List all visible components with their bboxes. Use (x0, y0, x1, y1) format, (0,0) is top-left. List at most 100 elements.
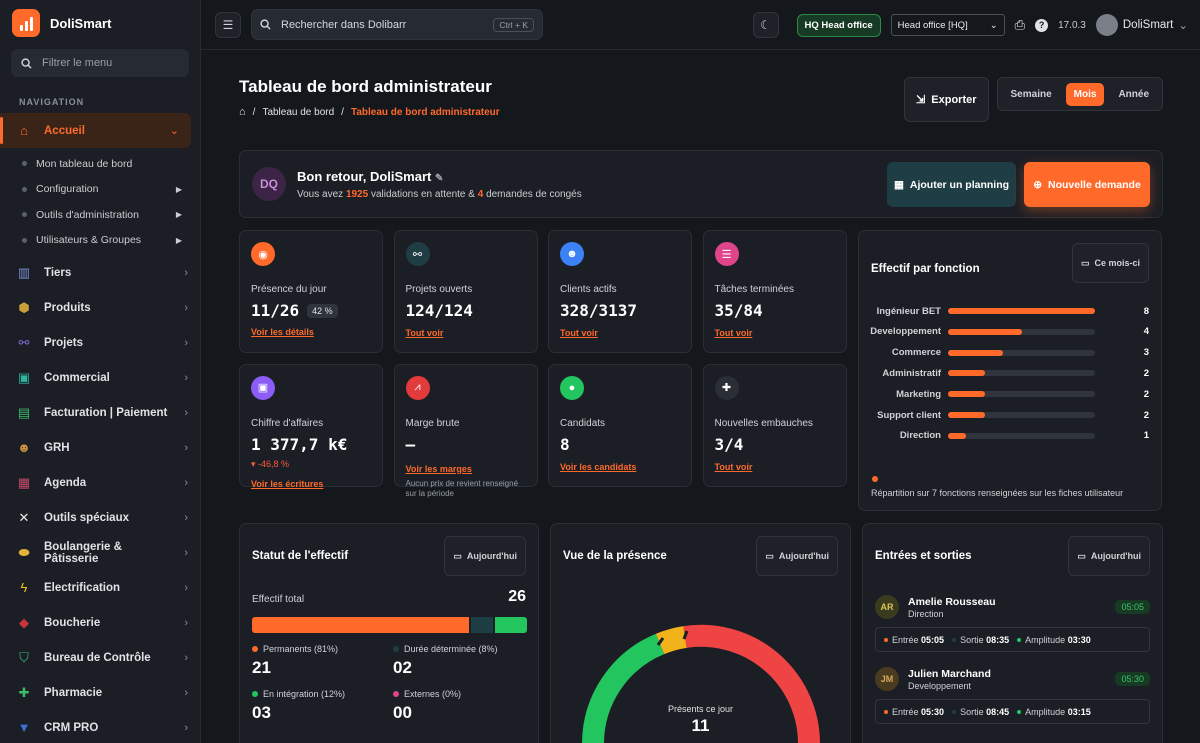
bar (948, 328, 1022, 335)
period-year[interactable]: Année (1118, 88, 1149, 100)
export-label: Exporter (931, 93, 977, 106)
sidebar-item-projets[interactable]: ⚯ Projets › (0, 325, 200, 360)
kpi-value: – (406, 435, 526, 454)
sidebar-item-produits[interactable]: ⬢ Produits › (0, 290, 200, 325)
sidebar-item-facturation-paiement[interactable]: ▤ Facturation | Paiement › (0, 395, 200, 430)
sidebar-item-commercial[interactable]: ▣ Commercial › (0, 360, 200, 395)
new-request-button[interactable]: ⊕ Nouvelle demande (1024, 162, 1150, 207)
statut-legend: En intégration (12%) (252, 689, 345, 699)
sidebar-subitem[interactable]: Utilisateurs & Groupes ▶ (0, 228, 200, 254)
bar-label: Commerce (891, 347, 941, 359)
bar-label: Marketing (896, 388, 941, 400)
pencil-icon[interactable]: ✎ (434, 172, 444, 184)
chevron-right-icon: › (184, 616, 188, 629)
attendance-row[interactable]: JM Julien Marchand Developpement 05:30 Entré… (875, 667, 1150, 731)
export-button[interactable]: ⇲ Exporter (904, 77, 989, 122)
brand[interactable]: DoliSmart (0, 0, 200, 46)
legend-label: Permanents (81%) (263, 644, 339, 654)
time-badge: 05:05 (1115, 600, 1150, 614)
help-icon[interactable]: ? (1035, 18, 1049, 32)
avatar: JM (875, 667, 899, 691)
detail-label: Sortie (960, 634, 984, 645)
bar-value: 2 (1143, 388, 1149, 400)
kpi-link[interactable]: Voir les marges (405, 463, 472, 474)
pending-leaves: 4 (477, 188, 484, 200)
user-name: DoliSmart (1122, 19, 1174, 31)
menu-toggle-button[interactable]: ☰ (215, 11, 241, 38)
kpi-link[interactable]: Tout voir (714, 328, 753, 338)
kpi-link[interactable]: Tout voir (405, 328, 444, 338)
kpi-value-text: 35/84 (714, 301, 763, 320)
wallet-icon: ▣ (251, 375, 275, 400)
bolt-icon: ϟ (20, 580, 28, 595)
statut-bar (252, 617, 527, 633)
period-switcher: Semaine Mois Année (996, 77, 1163, 111)
detail-entree: Entrée 05:30 (884, 707, 944, 717)
legend-dot (252, 646, 258, 652)
sidebar-item-outils-sp-ciaux[interactable]: ✕ Outils spéciaux › (0, 500, 200, 535)
sidebar-subitem[interactable]: Outils d'administration ▶ (0, 202, 200, 228)
user-menu[interactable]: DoliSmart ⌄ (1095, 14, 1188, 36)
sidebar-item-boucherie[interactable]: ◆ Boucherie › (0, 605, 200, 640)
legend-label: Durée déterminée (8%) (404, 644, 498, 654)
add-planning-button[interactable]: ▦ Ajouter un planning (887, 162, 1016, 207)
statut-legend: Permanents (81%) (252, 644, 338, 654)
bread-icon: ⬬ (18, 544, 30, 560)
sidebar-subitem[interactable]: Mon tableau de bord (0, 151, 200, 177)
entrees-period-button[interactable]: ▭ Aujourd'hui (1068, 536, 1150, 576)
presence-period-button[interactable]: ▭ Aujourd'hui (756, 536, 838, 576)
detail-sortie: Sortie 08:35 (952, 635, 1009, 645)
dark-mode-button[interactable]: ☾ (752, 12, 779, 38)
sidebar-item-tiers[interactable]: ▥ Tiers › (0, 255, 200, 290)
filter-menu-input[interactable]: Filtrer le menu (11, 49, 189, 77)
print-icon[interactable]: ⎙ (1014, 17, 1026, 32)
box-icon: ⬢ (18, 299, 30, 315)
period-month[interactable]: Mois (1065, 82, 1105, 106)
bar-track (948, 308, 1095, 314)
employee-name: Julien Marchand (908, 668, 991, 680)
presence-card: Vue de la présence ▭ Aujourd'hui Présents… (550, 523, 851, 743)
sidebar-item-pharmacie[interactable]: ✚ Pharmacie › (0, 675, 200, 710)
sidebar-item-crm-pro[interactable]: ▼ CRM PRO › (0, 710, 200, 743)
sidebar-item-boulangerie-p-tisserie[interactable]: ⬬ Boulangerie & Pâtisserie › (0, 535, 200, 570)
breadcrumb-item[interactable]: Tableau de bord (262, 106, 335, 118)
period-week[interactable]: Semaine (1010, 88, 1052, 100)
submenu: Mon tableau de bord Configuration ▶ Outils … (0, 148, 200, 253)
chevron-down-icon: ⌄ (169, 125, 179, 137)
kpi-link[interactable]: Voir les écritures (251, 478, 324, 489)
legend-dot (872, 476, 878, 482)
sidebar-items: ▥ Tiers › ⬢ Produits › ⚯ Projets › ▣ Commercial › ▤ F… (0, 253, 200, 743)
sidebar-item-grh[interactable]: ☻ GRH › (0, 430, 200, 465)
welcome-card: DQ Bon retour, DoliSmart ✎ Vous avez 192… (239, 150, 1163, 218)
bar-track (948, 391, 1095, 398)
kpi-link[interactable]: Tout voir (714, 461, 753, 472)
sidebar-item-electrification[interactable]: ϟ Electrification › (0, 570, 200, 605)
kpi-label: Tâches terminées (714, 284, 794, 295)
sidebar-subitem[interactable]: Configuration ▶ (0, 177, 200, 203)
present-value: 11 (691, 716, 710, 735)
attendance-row[interactable]: AR Amelie Rousseau Direction 05:05 Entrée 05… (875, 595, 1150, 659)
hamburger-icon: ☰ (222, 17, 234, 32)
kpi-value: 8 (560, 435, 680, 454)
entity-badge[interactable]: HQ Head office (796, 13, 881, 37)
kpi-value: 328/3137 (560, 301, 680, 320)
sidebar-item-bureau-de-contr-le[interactable]: ⛉ Bureau de Contrôle › (0, 640, 200, 675)
pending-validations: 1925 (345, 188, 369, 200)
kpi-link[interactable]: Voir les détails (251, 327, 314, 337)
page-title: Tableau de bord administrateur (239, 77, 492, 96)
chevron-right-icon: › (184, 371, 188, 384)
gauge-late (655, 626, 687, 655)
sidebar-item-accueil[interactable]: ⌂ Accueil ⌄ (0, 113, 191, 148)
home-icon[interactable]: ⌂ (239, 106, 246, 118)
statut-period-button[interactable]: ▭ Aujourd'hui (444, 536, 526, 576)
chevron-right-icon: › (184, 441, 188, 454)
topbar: ☰ Rechercher dans Dolibarr Ctrl + K ☾ HQ… (201, 0, 1200, 50)
kpi-link[interactable]: Voir les candidats (560, 461, 637, 472)
sidebar-item-agenda[interactable]: ▦ Agenda › (0, 465, 200, 500)
entity-select[interactable]: Head office [HQ] ⌄ (890, 14, 1005, 36)
search-input[interactable]: Rechercher dans Dolibarr Ctrl + K (251, 9, 543, 40)
export-icon: ⇲ (916, 94, 926, 106)
effectif-period-button[interactable]: ▭ Ce mois-ci (1071, 243, 1149, 283)
statut-segment (471, 617, 493, 633)
kpi-link[interactable]: Tout voir (560, 328, 598, 338)
